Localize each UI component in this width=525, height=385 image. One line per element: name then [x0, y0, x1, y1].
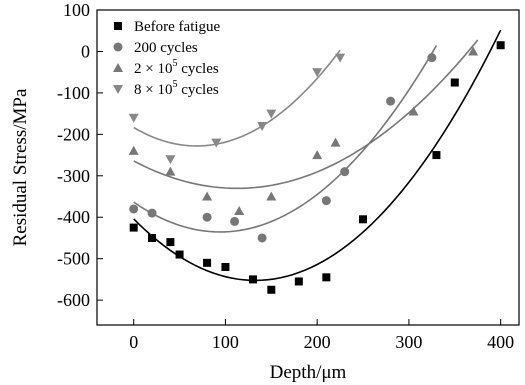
plot-area: 0 100 200 300 400 100 0 -100 -200 -300 -400 -500 -60… [57, 0, 520, 352]
legend-marker [113, 42, 123, 52]
data-point [165, 166, 176, 176]
legend-label: 200 cycles [134, 40, 198, 56]
data-point [266, 191, 277, 201]
data-point [257, 122, 268, 132]
data-point [257, 233, 267, 243]
data-point [267, 285, 276, 294]
legend-label: Before fatigue [134, 19, 221, 35]
x-axis-title: Depth/μm [270, 362, 347, 383]
data-point [468, 46, 479, 56]
y-tick-label: -400 [57, 207, 90, 227]
data-point [203, 258, 212, 267]
y-tick-label: -100 [57, 83, 90, 103]
data-point [330, 137, 341, 147]
legend-marker [113, 85, 123, 94]
data-point [202, 212, 212, 222]
fit-curve [133, 49, 341, 147]
plot-frame [96, 9, 520, 326]
data-point [335, 53, 346, 63]
data-point [128, 113, 139, 123]
legend-marker [113, 63, 123, 72]
y-tick-label: 100 [63, 0, 90, 20]
data-point [221, 262, 230, 271]
data-point [427, 53, 437, 63]
y-tick-label: -300 [57, 166, 90, 186]
x-tick-label: 100 [212, 332, 239, 352]
data-point [211, 138, 222, 148]
data-point [129, 204, 139, 214]
legend-marker [114, 22, 122, 30]
data-point [166, 238, 175, 247]
data-point [294, 277, 303, 286]
data-point [175, 250, 184, 259]
y-tick-label: -600 [57, 290, 90, 310]
data-point [266, 109, 277, 119]
fit-curve [133, 45, 438, 233]
data-point [202, 191, 213, 201]
y-axis-title: Residual Stress/MPa [10, 88, 31, 246]
data-point [386, 96, 396, 106]
data-point [432, 151, 441, 160]
data-point [321, 196, 331, 206]
x-tick-label: 200 [304, 332, 331, 352]
data-points [128, 41, 505, 294]
data-point [128, 145, 139, 155]
legend-label: 2 × 105 cycles [134, 58, 219, 77]
data-point [312, 150, 323, 160]
data-point [359, 215, 368, 224]
data-point [312, 68, 323, 78]
x-tick-label: 400 [487, 332, 514, 352]
y-tick-label: 0 [81, 41, 90, 61]
fit-curve [133, 39, 479, 190]
y-tick-label: -500 [57, 249, 90, 269]
data-point [129, 223, 138, 232]
data-point [408, 106, 419, 116]
data-point [450, 78, 459, 87]
data-point [148, 233, 157, 242]
data-point [234, 206, 245, 216]
data-point [165, 155, 176, 165]
legend: Before fatigue 200 cycles 2 × 105 cycles 8 … [113, 19, 221, 98]
axis-ticks: 0 100 200 300 400 100 0 -100 -200 -300 -400 -500 -60… [57, 0, 514, 352]
fit-curve [133, 29, 502, 282]
data-point [340, 167, 350, 177]
data-point [147, 208, 157, 218]
data-point [322, 273, 331, 282]
y-tick-label: -200 [57, 124, 90, 144]
data-point [496, 41, 505, 50]
legend-label: 8 × 105 cycles [134, 79, 219, 98]
x-tick-label: 300 [395, 332, 422, 352]
x-tick-label: 0 [129, 332, 138, 352]
data-point [248, 275, 257, 284]
fit-curves [133, 29, 502, 282]
data-point [230, 216, 240, 226]
